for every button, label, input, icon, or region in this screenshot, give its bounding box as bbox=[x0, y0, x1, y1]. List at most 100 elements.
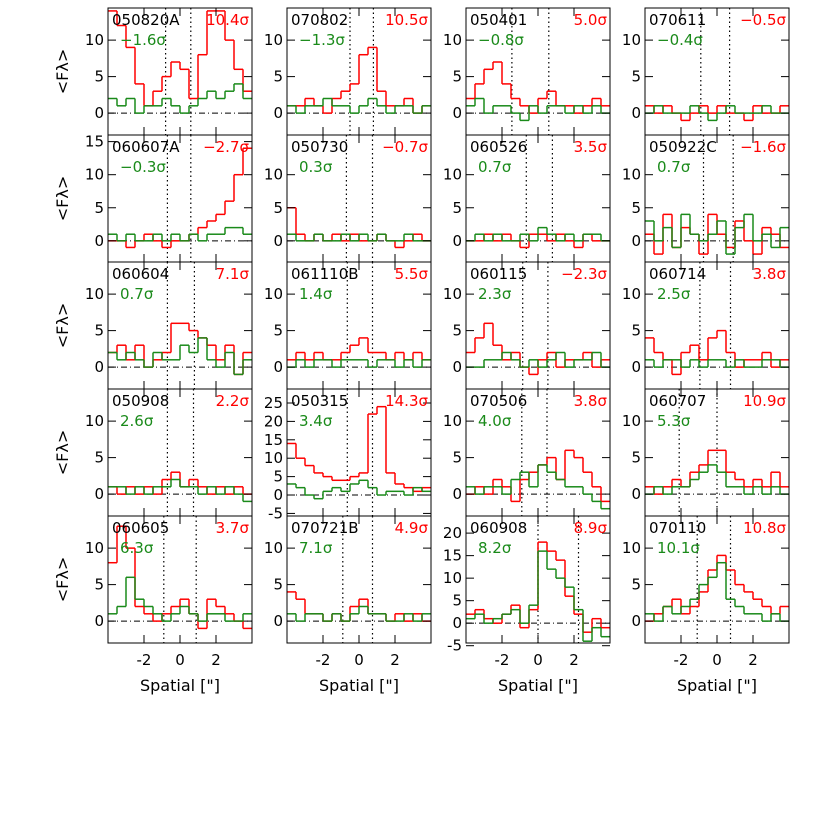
plot-area bbox=[108, 135, 252, 262]
panel-label: 061110B bbox=[291, 265, 359, 283]
panel-label: 060714 bbox=[649, 265, 706, 283]
x-axis-label: Spatial ["] bbox=[140, 676, 220, 695]
y-tick-label: 5 bbox=[273, 576, 283, 594]
panel: 0 5 10 070802 10.5σ −1.3σ bbox=[264, 7, 432, 136]
panel-label: 050908 bbox=[112, 392, 169, 410]
sigma-label: 3.5σ bbox=[574, 138, 608, 156]
y-tick-label: 5 bbox=[273, 199, 283, 217]
panel: 0 5 10 -2 0 2 060605 3.7σ 6.3σ <Fλ> Spatial ["] bbox=[53, 515, 253, 695]
x-axis-label: Spatial ["] bbox=[498, 676, 578, 695]
panel-label: 050730 bbox=[291, 138, 348, 156]
panel: -5 0 5 10 15 20 -2 0 2 060908 8.9σ 8.2σ Spatial ["] bbox=[443, 515, 611, 695]
y-tick-label: 10 bbox=[85, 166, 104, 184]
y-tick-label: 5 bbox=[452, 199, 462, 217]
sigma-label: −0.5σ bbox=[740, 11, 786, 29]
y-tick-label: 20 bbox=[443, 524, 462, 542]
y-tick-label: 0 bbox=[273, 104, 283, 122]
panel-label: 060604 bbox=[112, 265, 169, 283]
y-tick-label: 0 bbox=[94, 358, 104, 376]
y-tick-label: 5 bbox=[94, 199, 104, 217]
panel: 0 5 10 050908 2.2σ 2.6σ <Fλ> bbox=[53, 388, 253, 517]
x-tick-label: 2 bbox=[569, 651, 579, 669]
panel: 0 5 10 060526 3.5σ 0.7σ bbox=[443, 134, 611, 263]
plot-area bbox=[466, 389, 610, 516]
sigma-label: 2.2σ bbox=[216, 392, 250, 410]
y-tick-label: 0 bbox=[452, 485, 462, 503]
y-tick-label: 0 bbox=[452, 232, 462, 250]
sigma-label: 8.2σ bbox=[478, 539, 512, 557]
x-tick-label: -2 bbox=[137, 651, 152, 669]
y-tick-label: 10 bbox=[443, 569, 462, 587]
sigma-label: 10.5σ bbox=[385, 11, 428, 29]
panel-label: 060908 bbox=[470, 519, 527, 537]
y-tick-label: 5 bbox=[273, 468, 283, 486]
y-tick-label: 10 bbox=[622, 412, 641, 430]
panel: 0 5 10 050730 −0.7σ 0.3σ bbox=[264, 134, 432, 263]
x-tick-label: 0 bbox=[354, 651, 364, 669]
sigma-label: 10.9σ bbox=[743, 392, 786, 410]
plot-area bbox=[466, 262, 610, 389]
y-tick-label: 0 bbox=[94, 612, 104, 630]
sigma-label: 7.1σ bbox=[299, 539, 333, 557]
y-tick-label: 10 bbox=[443, 31, 462, 49]
panel: 0 5 10 060115 −2.3σ 2.3σ bbox=[443, 261, 611, 390]
sigma-label: 4.9σ bbox=[395, 519, 429, 537]
sigma-label: −2.3σ bbox=[561, 265, 607, 283]
sigma-label: 8.9σ bbox=[574, 519, 608, 537]
panel: 0 5 10 050922C −1.6σ 0.7σ bbox=[622, 134, 790, 263]
y-axis-label: <Fλ> bbox=[53, 557, 72, 602]
panel: 0 5 10 070506 3.8σ 4.0σ bbox=[443, 388, 611, 517]
y-tick-label: 5 bbox=[94, 68, 104, 86]
x-tick-label: 2 bbox=[748, 651, 758, 669]
y-tick-label: 15 bbox=[85, 133, 104, 151]
x-tick-label: -2 bbox=[495, 651, 510, 669]
y-tick-label: 10 bbox=[264, 539, 283, 557]
sigma-label: 5.5σ bbox=[395, 265, 429, 283]
plot-area bbox=[287, 135, 431, 262]
panel: 0 5 10 -2 0 2 070721B 4.9σ 7.1σ Spatial ["] bbox=[264, 515, 432, 695]
y-tick-label: 0 bbox=[631, 232, 641, 250]
y-tick-label: 5 bbox=[94, 576, 104, 594]
sigma-label: 5.0σ bbox=[574, 11, 608, 29]
sigma-label: −1.6σ bbox=[120, 31, 166, 49]
sigma-label: 0.7σ bbox=[478, 158, 512, 176]
y-tick-label: 10 bbox=[264, 449, 283, 467]
y-tick-label: 5 bbox=[631, 576, 641, 594]
panel-label: 070802 bbox=[291, 11, 348, 29]
plot-area bbox=[287, 389, 431, 516]
x-tick-label: 0 bbox=[712, 651, 722, 669]
x-axis-label: Spatial ["] bbox=[319, 676, 399, 695]
y-tick-label: 0 bbox=[273, 232, 283, 250]
y-tick-label: 0 bbox=[631, 612, 641, 630]
x-tick-label: -2 bbox=[316, 651, 331, 669]
y-tick-label: 10 bbox=[264, 285, 283, 303]
y-tick-label: 10 bbox=[85, 412, 104, 430]
panel: 0 5 10 060707 10.9σ 5.3σ bbox=[622, 388, 790, 517]
sigma-label: 2.5σ bbox=[657, 285, 691, 303]
panel: 0 5 10 15 060607A −2.7σ −0.3σ <Fλ> bbox=[53, 133, 253, 263]
y-tick-label: 10 bbox=[443, 412, 462, 430]
sigma-label: 4.0σ bbox=[478, 412, 512, 430]
panel: 0 5 10 060714 3.8σ 2.5σ bbox=[622, 261, 790, 390]
sigma-label: 0.7σ bbox=[120, 285, 154, 303]
panel-label: 050315 bbox=[291, 392, 348, 410]
y-tick-label: 0 bbox=[273, 612, 283, 630]
plot-area bbox=[645, 8, 789, 135]
x-axis-label: Spatial ["] bbox=[677, 676, 757, 695]
y-tick-label: 10 bbox=[443, 285, 462, 303]
sigma-label: −1.3σ bbox=[299, 31, 345, 49]
y-tick-label: 5 bbox=[273, 322, 283, 340]
y-axis-label: <Fλ> bbox=[53, 176, 72, 221]
y-axis-label: <Fλ> bbox=[53, 49, 72, 94]
sigma-label: −0.4σ bbox=[657, 31, 703, 49]
x-tick-label: 0 bbox=[533, 651, 543, 669]
sigma-label: −0.8σ bbox=[478, 31, 524, 49]
y-tick-label: 10 bbox=[622, 31, 641, 49]
sigma-label: 10.1σ bbox=[657, 539, 700, 557]
panel-label: 060607A bbox=[112, 138, 180, 156]
y-tick-label: -5 bbox=[268, 504, 283, 522]
y-tick-label: 0 bbox=[94, 485, 104, 503]
y-tick-label: 0 bbox=[452, 614, 462, 632]
panel: 0 5 10 050820A 10.4σ −1.6σ <Fλ> bbox=[53, 7, 253, 136]
